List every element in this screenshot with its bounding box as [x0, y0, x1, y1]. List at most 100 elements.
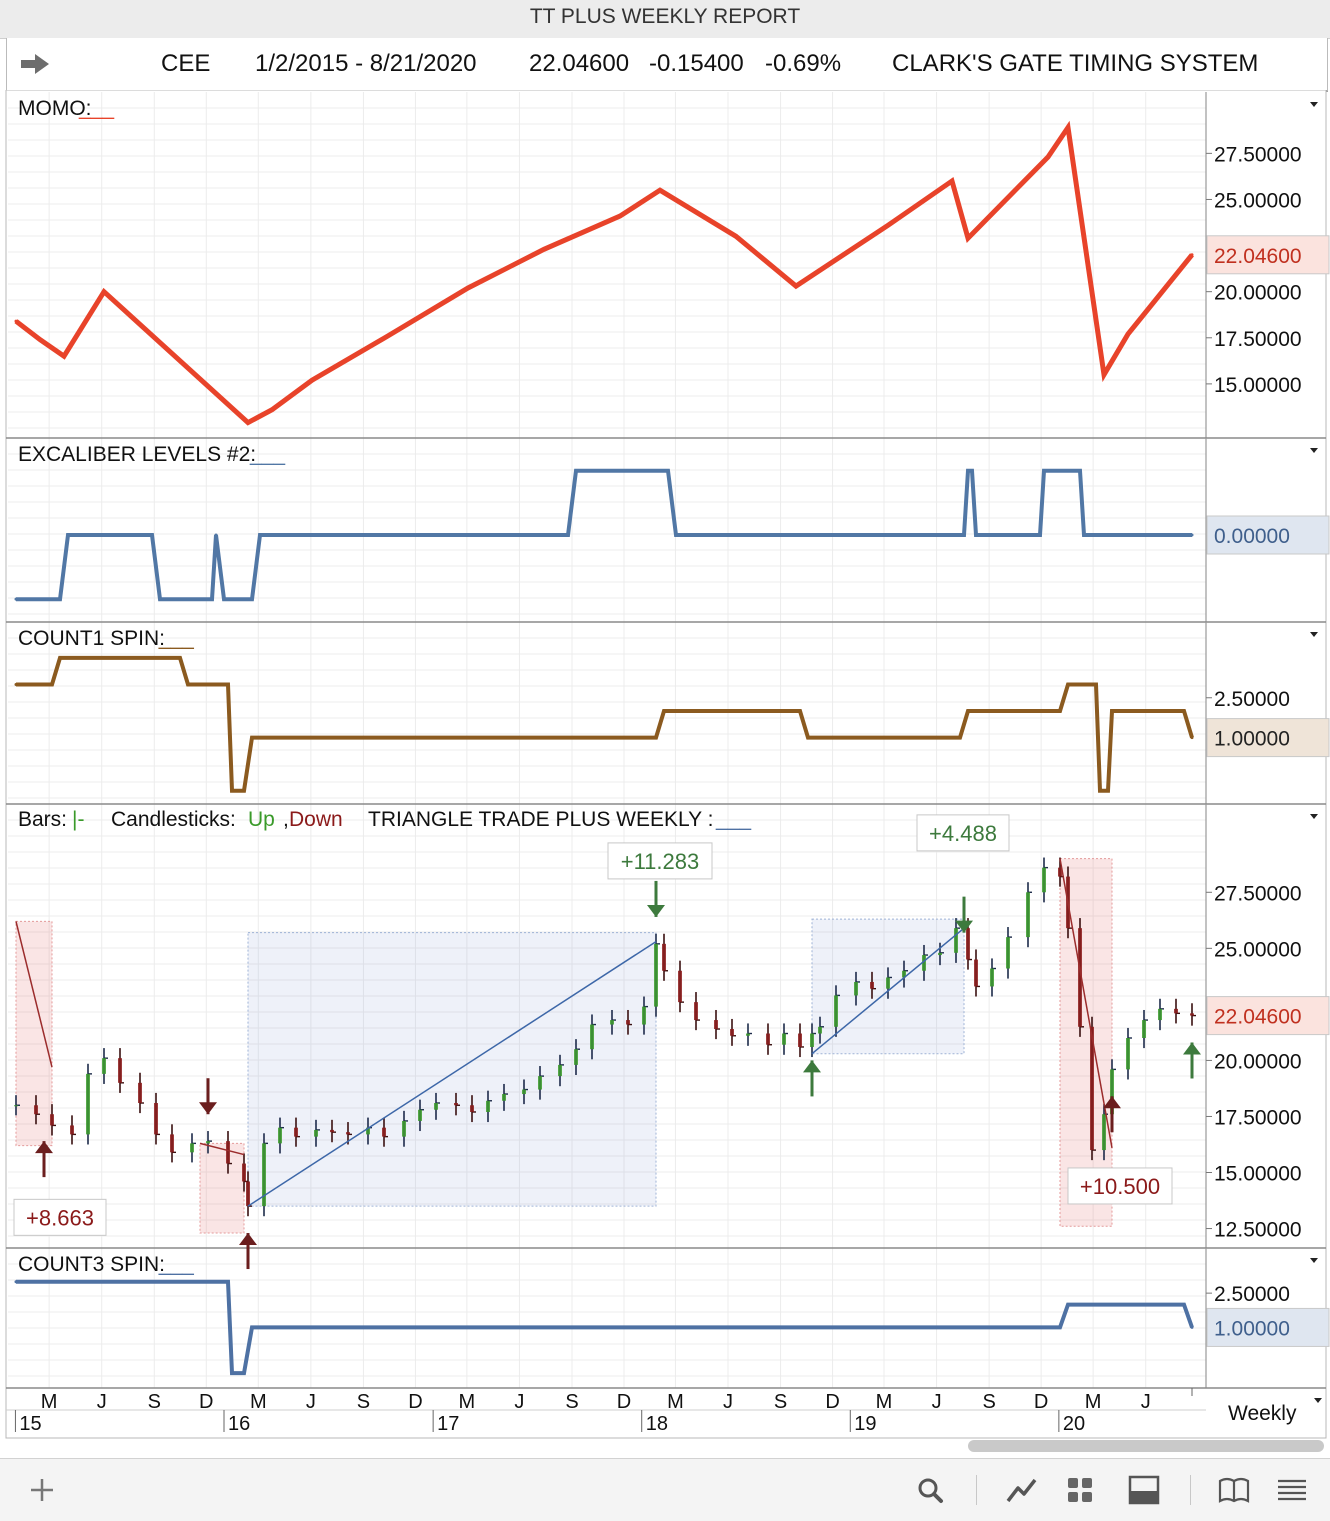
candle-body: [1174, 1008, 1178, 1014]
candle-body: [574, 1049, 578, 1065]
candle-body: [382, 1127, 386, 1137]
chart-frame: [5, 90, 1327, 1439]
data-point: [1078, 469, 1082, 473]
price-bar: [34, 1095, 40, 1125]
data-point: [242, 789, 246, 793]
price-bar: [170, 1124, 176, 1163]
menu-icon[interactable]: [1274, 1473, 1310, 1507]
price-bar: [50, 1104, 56, 1136]
data-point: [966, 469, 970, 473]
grid-icon[interactable]: [1062, 1473, 1098, 1507]
panel-icon[interactable]: [1126, 1473, 1162, 1507]
data-point: [950, 179, 954, 183]
plus-icon[interactable]: [24, 1473, 60, 1507]
data-point: [230, 789, 234, 793]
candle-body: [366, 1127, 370, 1135]
candle-body: [1006, 937, 1010, 969]
panel-grid: [8, 622, 1206, 804]
last-value-label: 1.00000: [1214, 1317, 1290, 1340]
chart-area[interactable]: 27.50000 25.00000 20.00000 17.50000 15.00000…: [0, 90, 1330, 1440]
data-point: [542, 247, 546, 251]
period-selector[interactable]: Weekly: [1228, 1402, 1297, 1425]
period-menu-icon[interactable]: [1314, 1398, 1322, 1403]
price-bar: [818, 1016, 824, 1044]
x-month-label: D: [199, 1391, 213, 1413]
last-value-badge: 22.04600: [1206, 996, 1330, 1036]
candle-body: [246, 1181, 250, 1207]
candle-body: [278, 1127, 282, 1144]
candle-body: [118, 1058, 122, 1083]
data-point: [1190, 533, 1194, 537]
data-point: [734, 234, 738, 238]
data-point: [214, 533, 218, 537]
trend-line-icon[interactable]: [1004, 1473, 1040, 1507]
candle-body: [730, 1029, 734, 1036]
data-point: [58, 656, 62, 660]
panel-menu-icon[interactable]: [1310, 814, 1318, 819]
x-month-label: S: [148, 1391, 161, 1413]
y-tick-label: 2.50000: [1214, 1283, 1290, 1306]
price-bar: [206, 1131, 212, 1154]
data-point: [210, 597, 214, 601]
candle-body: [782, 1033, 786, 1045]
arrow-head: [239, 1233, 257, 1246]
arrow-head: [647, 904, 665, 917]
data-point: [178, 656, 182, 660]
price-change-pct: -0.69%: [765, 50, 842, 77]
candle-body: [1190, 1013, 1194, 1016]
candle-body: [766, 1033, 770, 1045]
data-point: [1082, 533, 1086, 537]
trade-annotation: +8.663: [13, 1198, 107, 1236]
data-point: [1182, 1303, 1186, 1307]
toolbar-separator: [976, 1475, 977, 1505]
x-year-label: 15: [19, 1413, 41, 1435]
arrow-right-icon[interactable]: [19, 52, 51, 76]
price-bar: [730, 1018, 736, 1046]
data-point: [966, 709, 970, 713]
signal-up-arrow: [239, 1233, 257, 1270]
horizontal-scrollbar[interactable]: [968, 1440, 1324, 1452]
x-month-label: M: [41, 1391, 58, 1413]
trend-line: [811, 927, 965, 1055]
x-month-label: S: [565, 1391, 578, 1413]
panel-menu-icon[interactable]: [1310, 632, 1318, 637]
price-bar: [190, 1133, 196, 1163]
price-bar: [294, 1117, 300, 1147]
candle-body: [974, 959, 978, 987]
candle-body: [798, 1033, 802, 1047]
annotation-label: +4.488: [929, 821, 997, 846]
trend-line: [15, 921, 53, 1068]
price-bar: [70, 1115, 76, 1145]
price-bar: [746, 1023, 752, 1046]
price-bar: [138, 1072, 144, 1114]
data-point: [962, 533, 966, 537]
x-month-label: S: [357, 1391, 370, 1413]
symbol[interactable]: CEE: [161, 50, 211, 77]
data-point: [1106, 789, 1110, 793]
annotation-box: [607, 842, 713, 880]
data-point: [1182, 709, 1186, 713]
candle-body: [314, 1129, 318, 1137]
search-icon[interactable]: [912, 1473, 948, 1507]
book-icon[interactable]: [1216, 1473, 1252, 1507]
panel-menu-icon[interactable]: [1310, 1258, 1318, 1263]
candle-body: [70, 1125, 74, 1135]
data-point: [102, 290, 106, 294]
y-tick-label: 25.00000: [1214, 189, 1302, 212]
window-titlebar: TT PLUS WEEKLY REPORT: [0, 0, 1330, 39]
x-month-label: J: [932, 1391, 942, 1413]
candle-body: [522, 1089, 526, 1095]
candle-body: [654, 943, 658, 1007]
panel-menu-icon[interactable]: [1310, 448, 1318, 453]
trend-line: [247, 940, 657, 1207]
price-bar: [118, 1048, 124, 1093]
data-point: [150, 533, 154, 537]
last-value-badge: 1.00000: [1206, 718, 1330, 758]
panel-menu-icon[interactable]: [1310, 102, 1318, 107]
signal-up-arrow: [803, 1060, 821, 1097]
price-bar: [1174, 998, 1180, 1024]
annotation-box: [1067, 1167, 1173, 1205]
data-point: [1190, 253, 1194, 257]
arrow-head: [199, 1102, 217, 1115]
trade-annotation: +11.283: [607, 842, 713, 880]
